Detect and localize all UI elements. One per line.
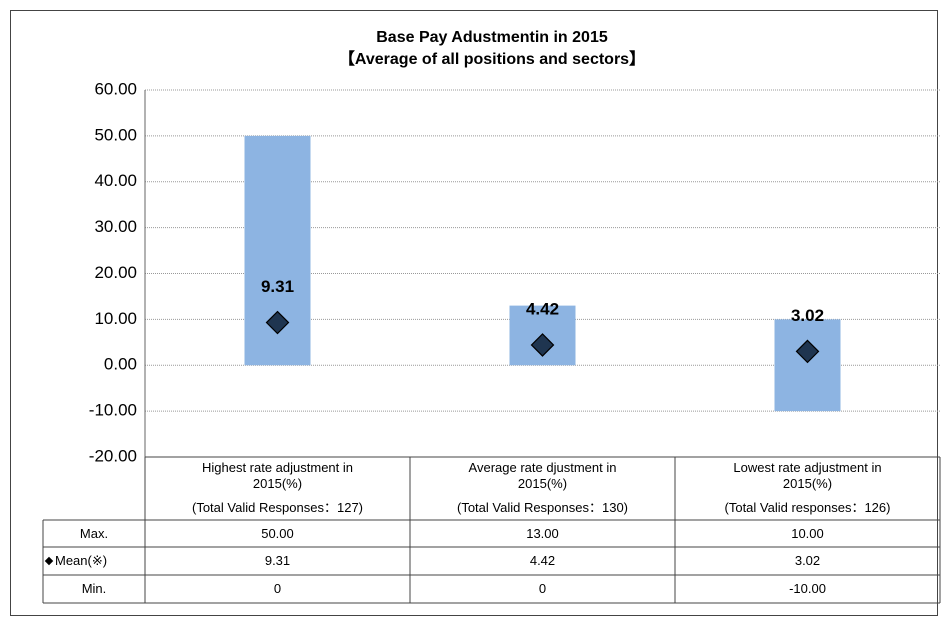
y-tick-label: 10.00: [94, 309, 137, 328]
table-value: 4.42: [529, 553, 556, 568]
data-label: 4.42: [526, 299, 559, 318]
y-tick-label: -20.00: [89, 446, 137, 465]
data-label: 9.31: [261, 277, 294, 296]
mean-marker: [265, 310, 290, 335]
table-value: -10.00: [789, 581, 826, 596]
x-tick-label: Average rate djustment in 2015(%): [468, 460, 617, 491]
x-tick-note: (Total Valid Responses：127): [191, 500, 363, 515]
y-tick-label: 0.00: [104, 355, 137, 374]
x-tick-label: Lowest rate adjustment in 2015(%): [733, 460, 882, 491]
table-value: 50.00: [261, 526, 294, 541]
y-tick-label: 50.00: [94, 125, 137, 144]
mean-marker: [530, 333, 555, 357]
x-tick-label: Highest rate adjustment in 2015(%): [201, 460, 354, 491]
table-value: 13.00: [526, 526, 559, 541]
frame: [10, 10, 938, 616]
table-value: 0: [538, 581, 547, 596]
table-value: 3.02: [794, 553, 821, 568]
bar: [774, 319, 841, 412]
table-value: 9.31: [264, 553, 291, 568]
row-label: Max.: [79, 526, 109, 541]
y-tick-label: 40.00: [94, 171, 137, 190]
row-label: Mean(※): [43, 547, 145, 575]
y-tick-label: 30.00: [94, 217, 137, 236]
y-tick-label: 20.00: [94, 263, 137, 282]
row-label: Min.: [81, 581, 107, 596]
table-value: 0: [273, 581, 282, 596]
x-tick-note: (Total Valid Responses：130): [456, 500, 628, 515]
chart-title: Base Pay Adustmentin in 2015: [376, 29, 608, 46]
table-value: 10.00: [791, 526, 824, 541]
data-label: 3.02: [791, 306, 824, 325]
y-tick-label: -10.00: [89, 401, 137, 420]
chart-subtitle: 【Average of all positions and sectors】: [339, 50, 645, 68]
legend-marker: [44, 556, 54, 566]
x-tick-note: (Total Valid responses：126): [724, 500, 891, 515]
y-tick-label: 60.00: [94, 79, 137, 98]
mean-marker: [795, 339, 820, 364]
